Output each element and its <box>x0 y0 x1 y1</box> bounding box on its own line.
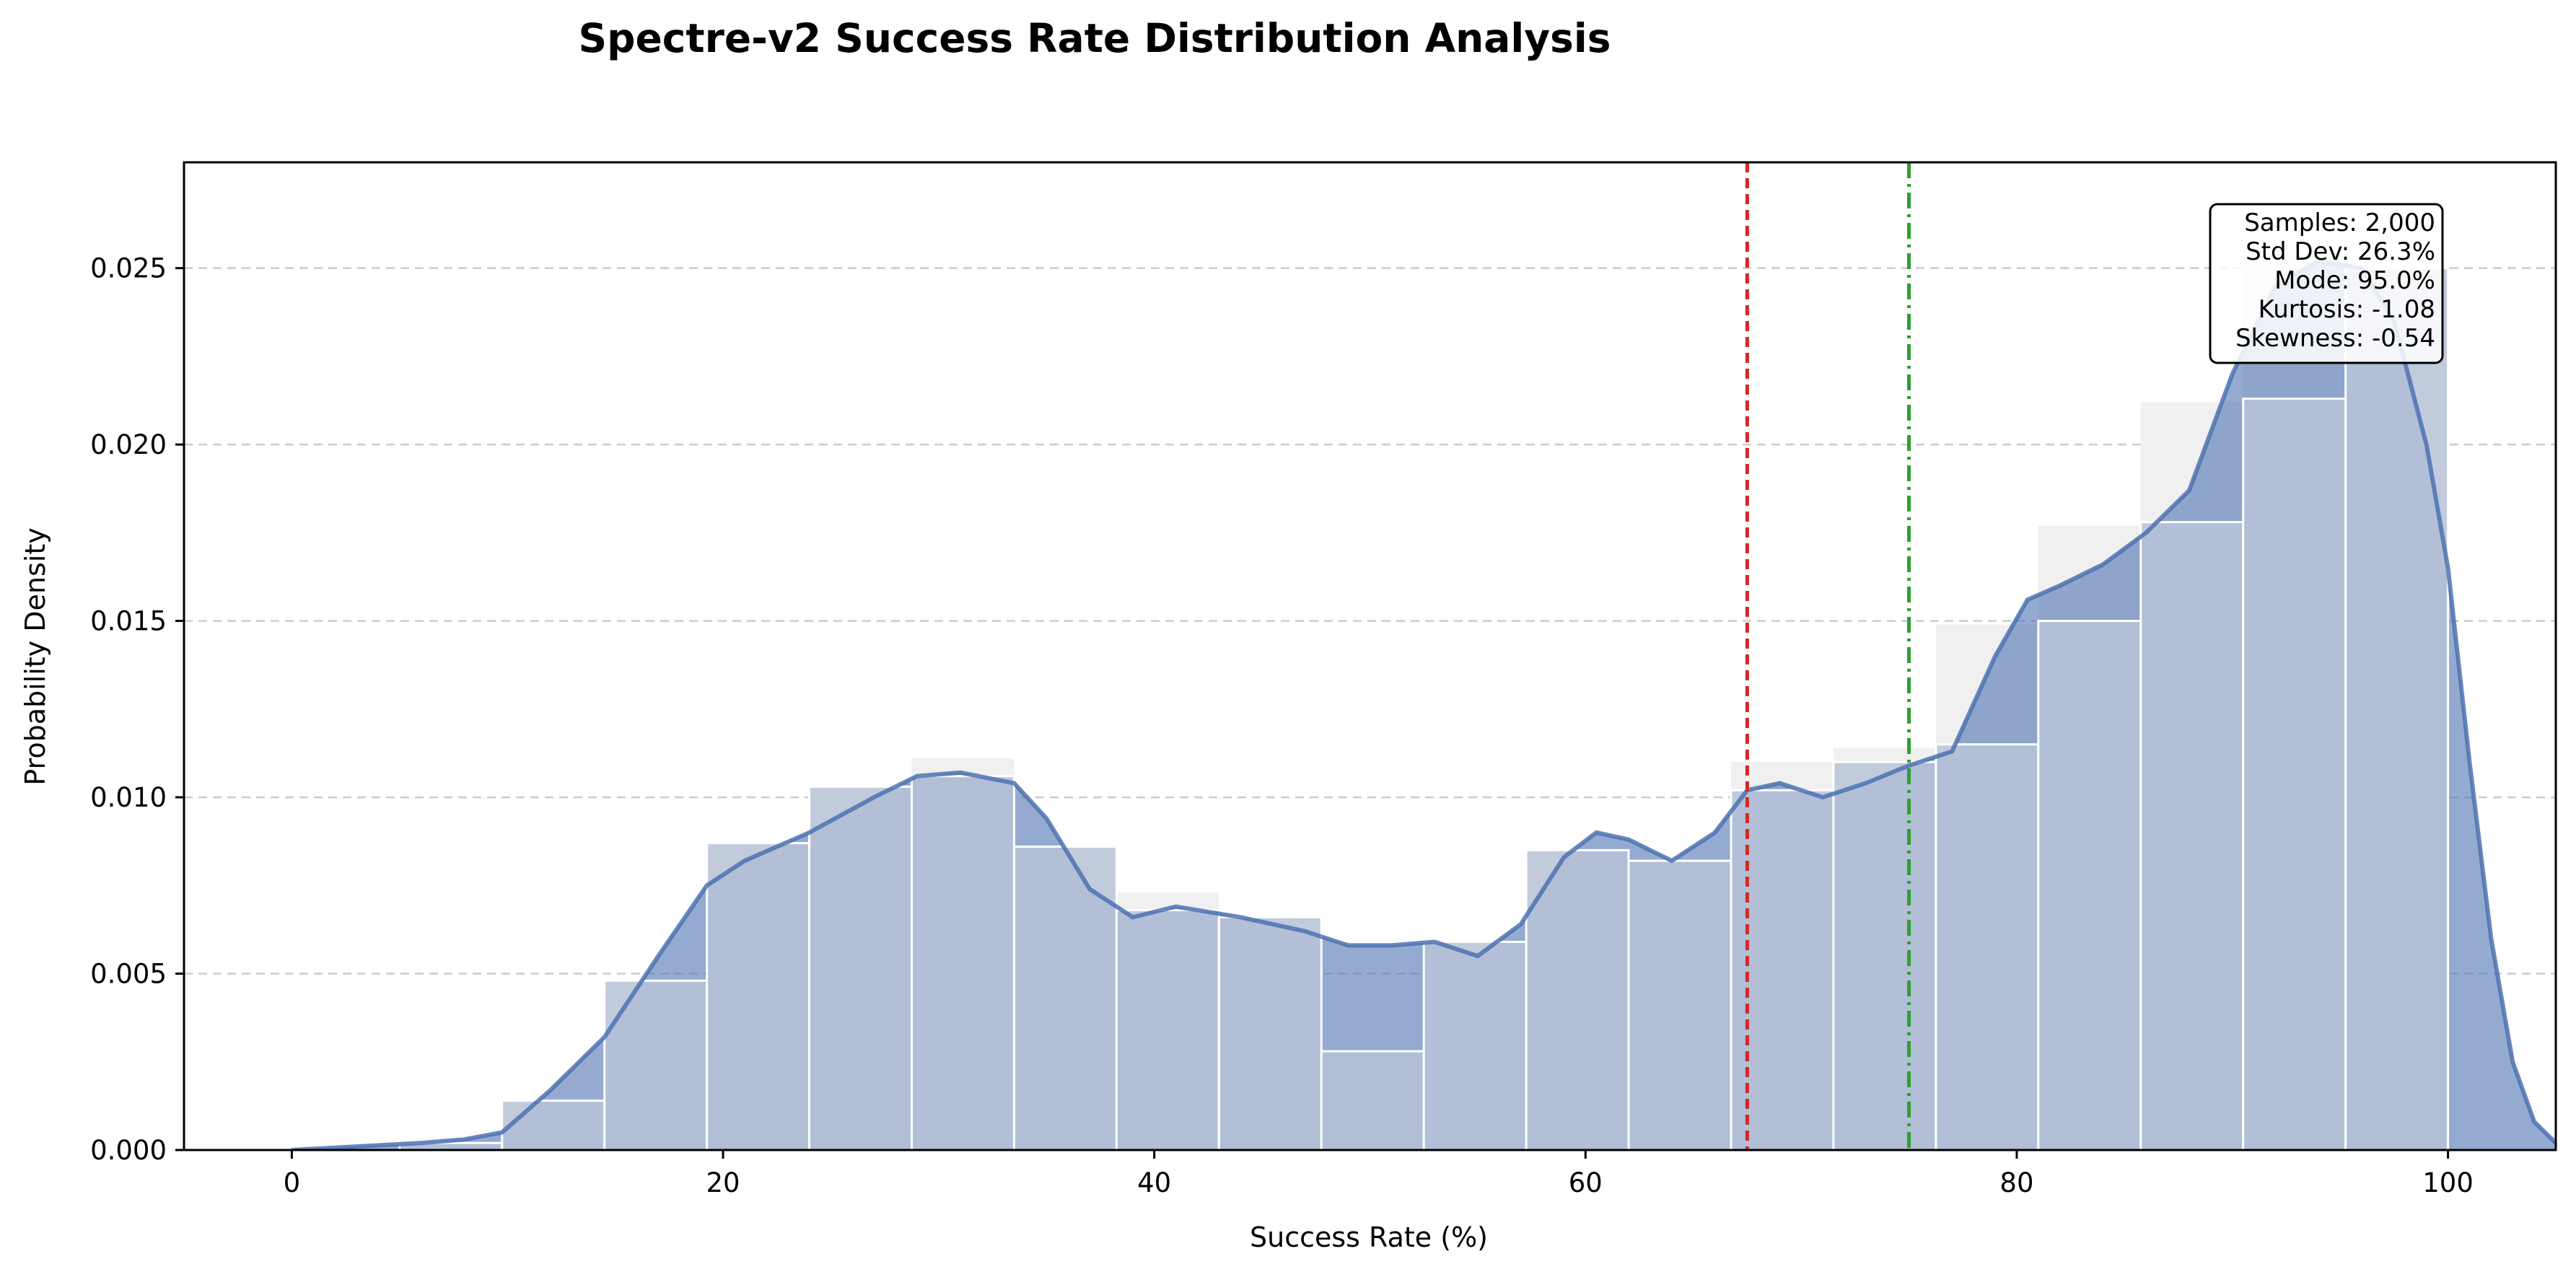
histogram-bar <box>2139 521 2245 1150</box>
histogram-bar <box>2242 398 2347 1150</box>
histogram-bar <box>1320 1050 1425 1150</box>
x-axis-label: Success Rate (%) <box>1250 1221 1488 1253</box>
histogram-bar <box>1115 909 1220 1150</box>
y-tick-label: 0.010 <box>90 782 167 813</box>
x-tick-label: 60 <box>1569 1167 1603 1198</box>
histogram-bar <box>808 785 914 1150</box>
histogram-bar <box>1627 859 1732 1150</box>
y-tick-label: 0.015 <box>90 606 167 637</box>
histogram-bar <box>1730 789 1835 1150</box>
histogram-bar <box>1012 846 1118 1150</box>
y-tick-label: 0.000 <box>90 1135 167 1166</box>
stats-kurtosis: Kurtosis: -1.08 <box>2259 295 2435 324</box>
y-axis-label: Probability Density <box>19 527 51 785</box>
x-tick-label: 100 <box>2422 1167 2474 1198</box>
stats-samples: Samples: 2,000 <box>2244 209 2435 237</box>
x-tick-label: 80 <box>1999 1167 2033 1198</box>
stats-box-frame <box>2209 203 2444 364</box>
chart-title: Spectre-v2 Success Rate Distribution Ana… <box>579 15 1611 61</box>
stats-std-dev: Std Dev: 26.3% <box>2246 237 2435 266</box>
histogram-bar <box>1832 760 1937 1150</box>
x-axis-ticks: 0 20 40 60 80 100 <box>284 1150 2474 1198</box>
histogram-bar <box>1935 743 2040 1150</box>
stats-skewness: Skewness: -0.54 <box>2235 324 2435 353</box>
histogram-bar <box>911 775 1015 1150</box>
histogram-bar <box>2037 620 2142 1150</box>
stats-box: Samples: 2,000 Std Dev: 26.3% Mode: 95.0… <box>2209 203 2444 364</box>
x-tick-label: 0 <box>284 1167 301 1198</box>
stats-mode: Mode: 95.0% <box>2274 266 2435 295</box>
y-tick-label: 0.020 <box>90 429 167 460</box>
y-tick-label: 0.005 <box>90 959 167 990</box>
histogram-bar <box>1422 941 1528 1150</box>
y-axis-ticks: 0.000 0.005 0.010 0.015 0.020 0.025 <box>90 253 184 1166</box>
y-tick-label: 0.025 <box>90 253 167 284</box>
histogram-bar <box>2344 267 2450 1150</box>
histogram-bar <box>1525 848 1630 1150</box>
x-tick-label: 40 <box>1137 1167 1171 1198</box>
reference-lines <box>1745 162 1911 1150</box>
x-tick-label: 20 <box>706 1167 740 1198</box>
histogram-bar <box>603 979 709 1150</box>
plot-frame <box>183 161 2557 1151</box>
histogram-bar <box>501 1100 606 1150</box>
histogram-bars <box>398 267 2450 1150</box>
histogram-bar <box>1217 916 1323 1150</box>
histogram-bar <box>706 842 811 1150</box>
